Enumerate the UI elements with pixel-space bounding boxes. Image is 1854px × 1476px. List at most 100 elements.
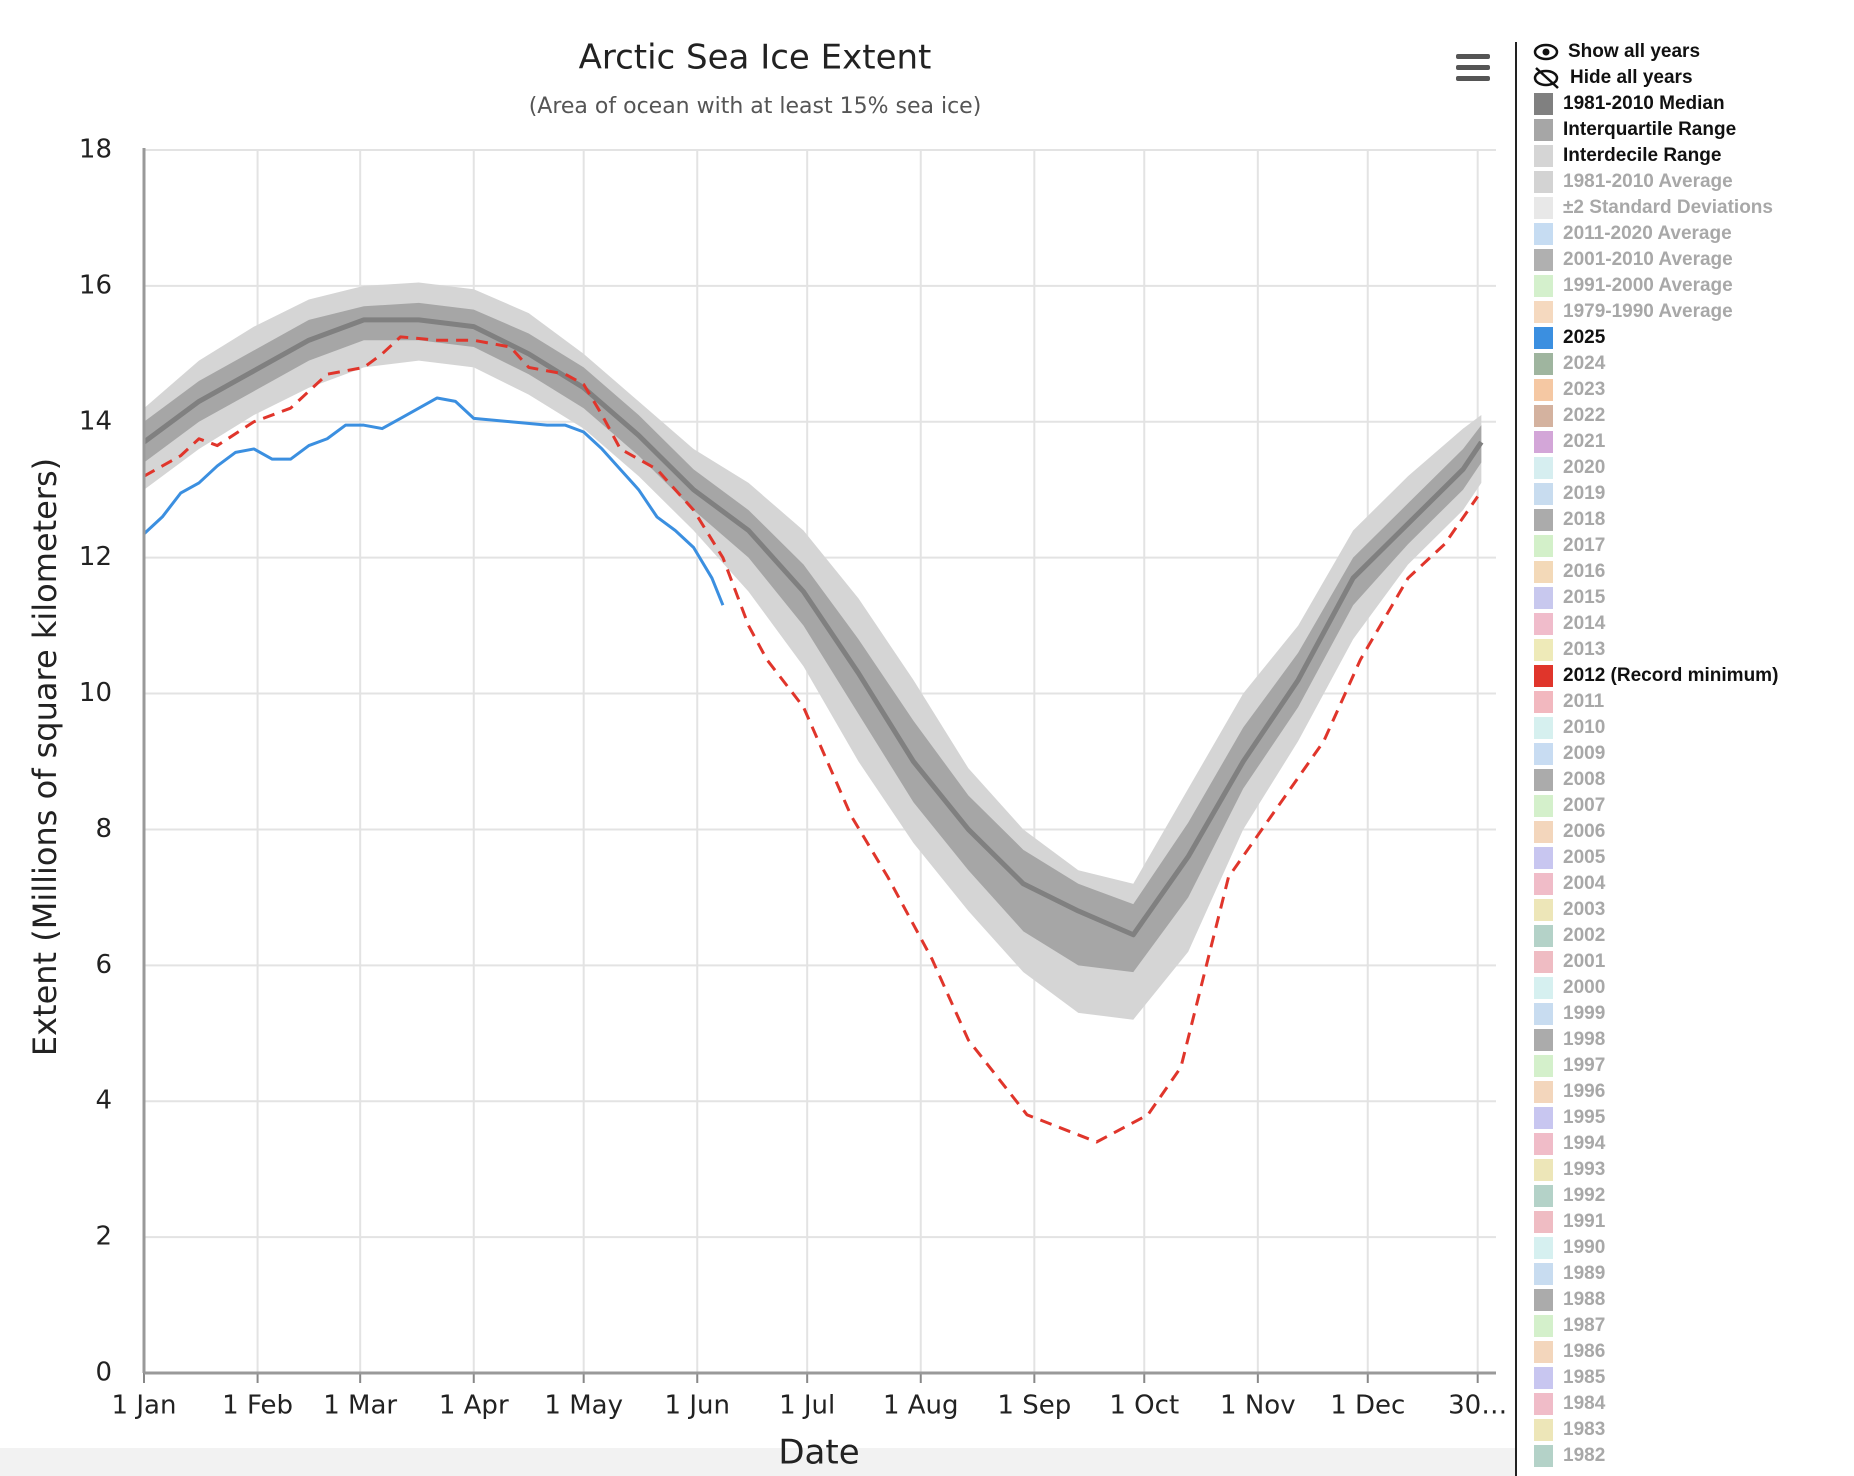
legend-item[interactable]: 2008 (1534, 769, 1605, 791)
legend-item[interactable]: 2005 (1534, 847, 1606, 869)
legend-label[interactable]: 2015 (1563, 587, 1606, 608)
eye-off-icon[interactable] (1533, 67, 1559, 89)
legend-label[interactable]: 1983 (1563, 1419, 1605, 1440)
legend-item[interactable]: 2022 (1534, 405, 1605, 427)
legend-swatch[interactable] (1534, 223, 1553, 245)
legend-label[interactable]: 1997 (1563, 1055, 1605, 1076)
legend-item[interactable]: 1993 (1534, 1159, 1605, 1181)
legend-item[interactable]: 2001-2010 Average (1534, 249, 1733, 271)
legend-item[interactable]: 2009 (1534, 743, 1605, 765)
legend-label[interactable]: 1999 (1563, 1003, 1605, 1024)
legend-swatch[interactable] (1534, 93, 1553, 115)
legend-swatch[interactable] (1534, 483, 1553, 505)
legend-item[interactable]: Interdecile Range (1534, 145, 1721, 167)
eye-slash[interactable] (1535, 67, 1559, 89)
legend-item[interactable]: 2013 (1534, 639, 1605, 661)
legend-item[interactable]: 2006 (1534, 821, 1605, 843)
legend-item[interactable]: 1981-2010 Average (1534, 171, 1733, 193)
legend-swatch[interactable] (1534, 1211, 1553, 1233)
legend-label[interactable]: 1994 (1563, 1133, 1606, 1154)
legend-swatch[interactable] (1534, 613, 1553, 635)
legend-item[interactable]: 2002 (1534, 925, 1605, 947)
legend-label[interactable]: 2006 (1563, 821, 1605, 842)
legend-label[interactable]: 2000 (1563, 977, 1605, 998)
legend-item[interactable]: 1982 (1534, 1445, 1605, 1467)
legend-swatch[interactable] (1534, 405, 1553, 427)
eye-outline[interactable] (1533, 43, 1559, 61)
legend-swatch[interactable] (1534, 457, 1553, 479)
hide-all-button[interactable]: Hide all years (1570, 67, 1693, 88)
legend-label[interactable]: 1982 (1563, 1445, 1605, 1466)
legend-swatch[interactable] (1534, 1289, 1553, 1311)
legend-swatch[interactable] (1534, 535, 1553, 557)
legend-label[interactable]: 2016 (1563, 561, 1605, 582)
legend-item[interactable]: 1999 (1534, 1003, 1605, 1025)
legend-label[interactable]: 1993 (1563, 1159, 1605, 1180)
legend-label[interactable]: 2011 (1563, 691, 1605, 712)
menu-bar[interactable] (1456, 65, 1490, 70)
legend-swatch[interactable] (1534, 1341, 1553, 1363)
legend-label[interactable]: 1988 (1563, 1289, 1605, 1310)
legend-swatch[interactable] (1534, 249, 1553, 271)
legend-item[interactable]: 2023 (1534, 379, 1605, 401)
legend-item[interactable]: ±2 Standard Deviations (1534, 197, 1773, 219)
legend-item[interactable]: 1991 (1534, 1211, 1606, 1233)
legend-label[interactable]: 2009 (1563, 743, 1605, 764)
legend-swatch[interactable] (1534, 743, 1553, 765)
legend-label[interactable]: 2025 (1563, 327, 1606, 348)
legend-swatch[interactable] (1534, 873, 1553, 895)
legend-label[interactable]: 1979-1990 Average (1563, 301, 1733, 322)
legend-item[interactable]: 1985 (1534, 1367, 1606, 1389)
legend-swatch[interactable] (1534, 951, 1553, 973)
legend-label[interactable]: 2011-2020 Average (1563, 223, 1732, 244)
legend-label[interactable]: 1996 (1563, 1081, 1605, 1102)
legend-item[interactable]: 2003 (1534, 899, 1605, 921)
legend-item[interactable]: 2010 (1534, 717, 1605, 739)
legend-item[interactable]: 1989 (1534, 1263, 1605, 1285)
legend-label[interactable]: 2002 (1563, 925, 1605, 946)
legend-label[interactable]: 2018 (1563, 509, 1605, 530)
legend-swatch[interactable] (1534, 717, 1553, 739)
legend-label[interactable]: Interquartile Range (1563, 119, 1736, 140)
legend-label[interactable]: 2012 (Record minimum) (1563, 665, 1778, 686)
legend-label[interactable]: 2014 (1563, 613, 1606, 634)
legend-label[interactable]: 2008 (1563, 769, 1605, 790)
legend-swatch[interactable] (1534, 1445, 1553, 1467)
legend-label[interactable]: 2010 (1563, 717, 1605, 738)
legend-swatch[interactable] (1534, 379, 1553, 401)
legend-swatch[interactable] (1534, 1133, 1553, 1155)
legend-label[interactable]: 2013 (1563, 639, 1605, 660)
legend-item[interactable]: 2011 (1534, 691, 1605, 713)
legend-label[interactable]: 1991-2000 Average (1563, 275, 1733, 296)
legend-label[interactable]: 1985 (1563, 1367, 1606, 1388)
legend-item[interactable]: 2012 (Record minimum) (1534, 665, 1778, 687)
legend-swatch[interactable] (1534, 171, 1553, 193)
legend-label[interactable]: 2004 (1563, 873, 1606, 894)
legend-item[interactable]: 1979-1990 Average (1534, 301, 1733, 323)
legend-swatch[interactable] (1534, 1419, 1553, 1441)
legend-swatch[interactable] (1534, 1029, 1553, 1051)
menu-bar[interactable] (1456, 54, 1490, 59)
legend-label[interactable]: 1990 (1563, 1237, 1605, 1258)
legend-label[interactable]: 1991 (1563, 1211, 1606, 1232)
legend-swatch[interactable] (1534, 925, 1553, 947)
legend-item[interactable]: 2017 (1534, 535, 1605, 557)
legend-item[interactable]: 1995 (1534, 1107, 1606, 1129)
legend-label[interactable]: Interdecile Range (1563, 145, 1721, 166)
legend-label[interactable]: 1998 (1563, 1029, 1605, 1050)
legend-item[interactable]: 1986 (1534, 1341, 1605, 1363)
menu-bar[interactable] (1456, 76, 1490, 81)
legend-swatch[interactable] (1534, 509, 1553, 531)
legend-swatch[interactable] (1534, 1263, 1553, 1285)
legend-item[interactable]: Interquartile Range (1534, 119, 1736, 141)
legend-swatch[interactable] (1534, 301, 1553, 323)
legend-swatch[interactable] (1534, 1185, 1553, 1207)
legend-label[interactable]: 2020 (1563, 457, 1605, 478)
legend-swatch[interactable] (1534, 275, 1553, 297)
legend-swatch[interactable] (1534, 145, 1553, 167)
legend-swatch[interactable] (1534, 1107, 1553, 1129)
legend-swatch[interactable] (1534, 327, 1553, 349)
eye-outline[interactable] (1533, 69, 1559, 87)
legend-label[interactable]: 1981-2010 Median (1563, 93, 1725, 114)
legend-item[interactable]: 1981-2010 Median (1534, 93, 1725, 115)
